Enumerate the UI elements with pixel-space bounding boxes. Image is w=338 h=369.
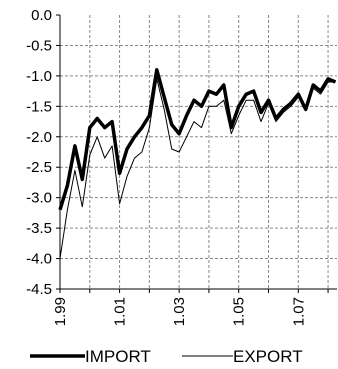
x-tick-label: 1.99 (52, 297, 69, 326)
series-line-import (58, 68, 337, 211)
y-tick-label: 0.0 (31, 7, 52, 24)
y-tick-label: -0.5 (26, 37, 52, 54)
legend: IMPORT EXPORT (30, 347, 303, 366)
y-tick-labels: 0.0 -0.5 -1.0 -1.5 -2.0 -2.5 -3.0 -3.5 -4.0 -4.5 (26, 7, 52, 298)
series-lines (58, 68, 337, 259)
series-line-export (59, 78, 336, 259)
y-tick-label: -1.0 (26, 68, 52, 85)
y-tick-label: -4.5 (26, 281, 52, 298)
x-tick-labels: 1.99 1.01 1.03 1.05 1.07 (52, 297, 307, 326)
x-tick-label: 1.03 (171, 297, 188, 326)
axes (56, 14, 337, 293)
y-tick-label: -2.0 (26, 129, 52, 146)
x-tick-label: 1.07 (290, 297, 307, 326)
grid (60, 15, 337, 289)
y-tick-label: -4.0 (26, 251, 52, 268)
y-tick-label: -2.5 (26, 159, 52, 176)
legend-label-export: EXPORT (233, 347, 303, 366)
y-tick-label: -3.5 (26, 220, 52, 237)
legend-label-import: IMPORT (85, 347, 151, 366)
y-tick-label: -1.5 (26, 98, 52, 115)
x-tick-label: 1.05 (231, 297, 248, 326)
x-tick-label: 1.01 (112, 297, 129, 326)
y-tick-label: -3.0 (26, 190, 52, 207)
